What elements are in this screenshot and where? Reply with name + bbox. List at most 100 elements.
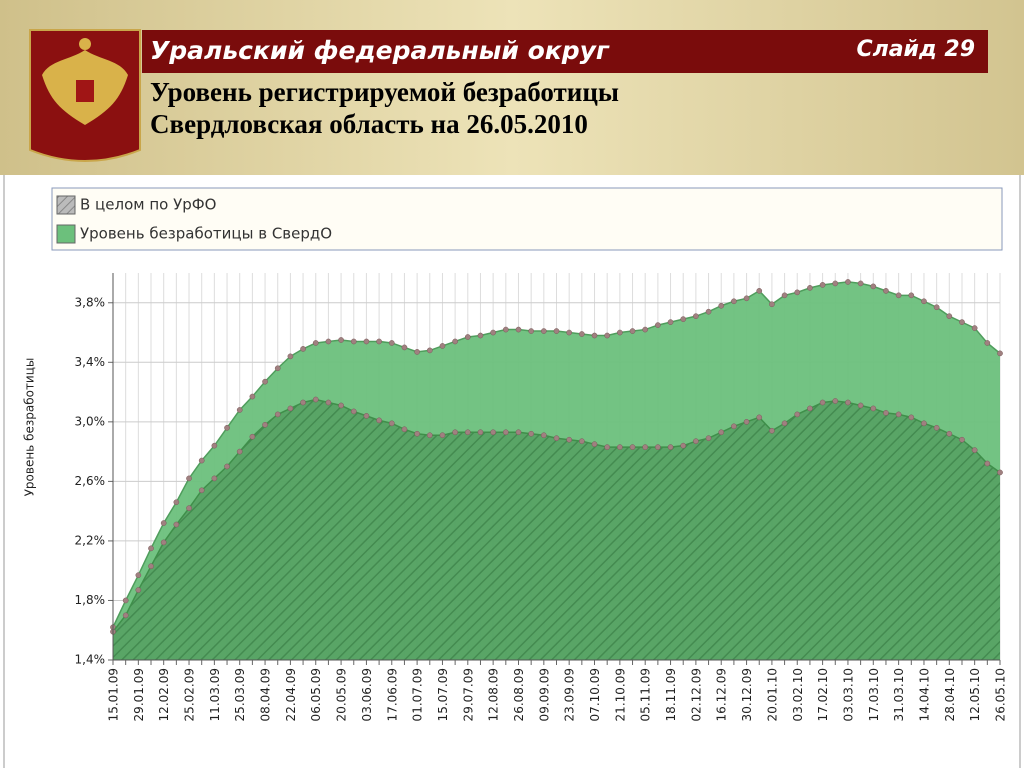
point — [135, 587, 142, 593]
point — [883, 410, 889, 416]
point — [439, 343, 446, 349]
point — [718, 429, 725, 436]
point — [946, 430, 953, 437]
point — [769, 301, 775, 308]
point — [807, 405, 813, 412]
point — [578, 438, 585, 445]
point — [769, 427, 775, 434]
header-band — [0, 0, 1024, 175]
x-tick-label: 18.11.09 — [664, 668, 678, 721]
point — [325, 399, 332, 406]
point — [528, 328, 535, 334]
point — [693, 438, 699, 445]
point — [477, 429, 484, 436]
point — [173, 499, 180, 506]
point — [794, 289, 801, 296]
point — [211, 475, 218, 482]
x-tick-label: 03.06.09 — [360, 668, 374, 721]
point — [388, 420, 395, 427]
point — [997, 469, 1003, 476]
point — [414, 430, 420, 437]
point — [908, 414, 915, 421]
point — [148, 545, 154, 552]
point — [325, 338, 332, 345]
area — [113, 399, 1000, 660]
point — [908, 292, 915, 299]
point — [921, 420, 927, 427]
point — [528, 430, 535, 437]
point — [655, 322, 661, 328]
point — [971, 447, 978, 453]
emblem — [29, 29, 141, 162]
point — [515, 429, 522, 436]
x-tick-label: 26.05.10 — [994, 668, 1008, 721]
x-tick-label: 09.09.09 — [537, 668, 551, 721]
point — [629, 444, 636, 450]
point — [756, 288, 763, 294]
legend-label: В целом по УрФО — [80, 196, 216, 214]
point — [655, 444, 661, 450]
point — [959, 436, 965, 443]
point — [262, 378, 268, 385]
x-tick-label: 07.10.09 — [588, 668, 602, 721]
x-tick-label: 28.04.10 — [943, 668, 957, 721]
point — [477, 332, 484, 339]
point — [338, 337, 344, 343]
point — [376, 338, 382, 345]
point — [350, 408, 357, 415]
point — [490, 329, 496, 336]
point — [224, 424, 230, 431]
point — [553, 328, 560, 334]
point — [895, 292, 902, 299]
point — [452, 338, 458, 345]
point — [426, 432, 433, 439]
point — [553, 435, 560, 442]
point — [870, 283, 877, 290]
point — [566, 436, 573, 443]
x-tick-label: 20.05.09 — [335, 668, 349, 721]
point — [439, 432, 446, 439]
point — [883, 288, 889, 294]
point — [135, 572, 142, 579]
point — [198, 457, 205, 464]
x-tick-label: 02.12.09 — [689, 668, 703, 721]
point — [198, 487, 205, 494]
point — [578, 331, 585, 337]
point — [224, 463, 230, 470]
point — [148, 563, 154, 570]
point — [845, 399, 851, 406]
x-tick-label: 03.02.10 — [791, 668, 805, 721]
point — [274, 411, 281, 418]
point — [718, 302, 725, 309]
point — [857, 402, 864, 409]
y-tick-label: 2,2% — [75, 533, 106, 547]
y-tick-label: 1,8% — [75, 593, 106, 607]
point — [376, 417, 382, 424]
point — [566, 329, 573, 336]
x-tick-label: 05.11.09 — [639, 668, 653, 721]
point — [680, 442, 687, 449]
point — [502, 326, 509, 333]
point — [997, 350, 1003, 357]
point — [604, 444, 611, 450]
point — [819, 282, 826, 288]
point — [933, 304, 940, 311]
point — [629, 328, 636, 334]
point — [312, 340, 319, 346]
y-tick-label: 2,6% — [75, 474, 106, 488]
point — [642, 444, 649, 450]
x-tick-label: 12.02.09 — [157, 668, 171, 721]
point — [642, 326, 649, 333]
x-tick-label: 31.03.10 — [892, 668, 906, 721]
point — [122, 597, 129, 604]
point — [819, 399, 826, 406]
point — [731, 298, 737, 305]
point — [807, 285, 813, 291]
x-tick-label: 16.12.09 — [715, 668, 729, 721]
x-tick-label: 29.07.09 — [461, 668, 475, 721]
point — [743, 418, 750, 425]
point — [591, 441, 598, 448]
point — [959, 319, 965, 325]
legend-label: Уровень безработицы в СвердО — [80, 225, 332, 243]
